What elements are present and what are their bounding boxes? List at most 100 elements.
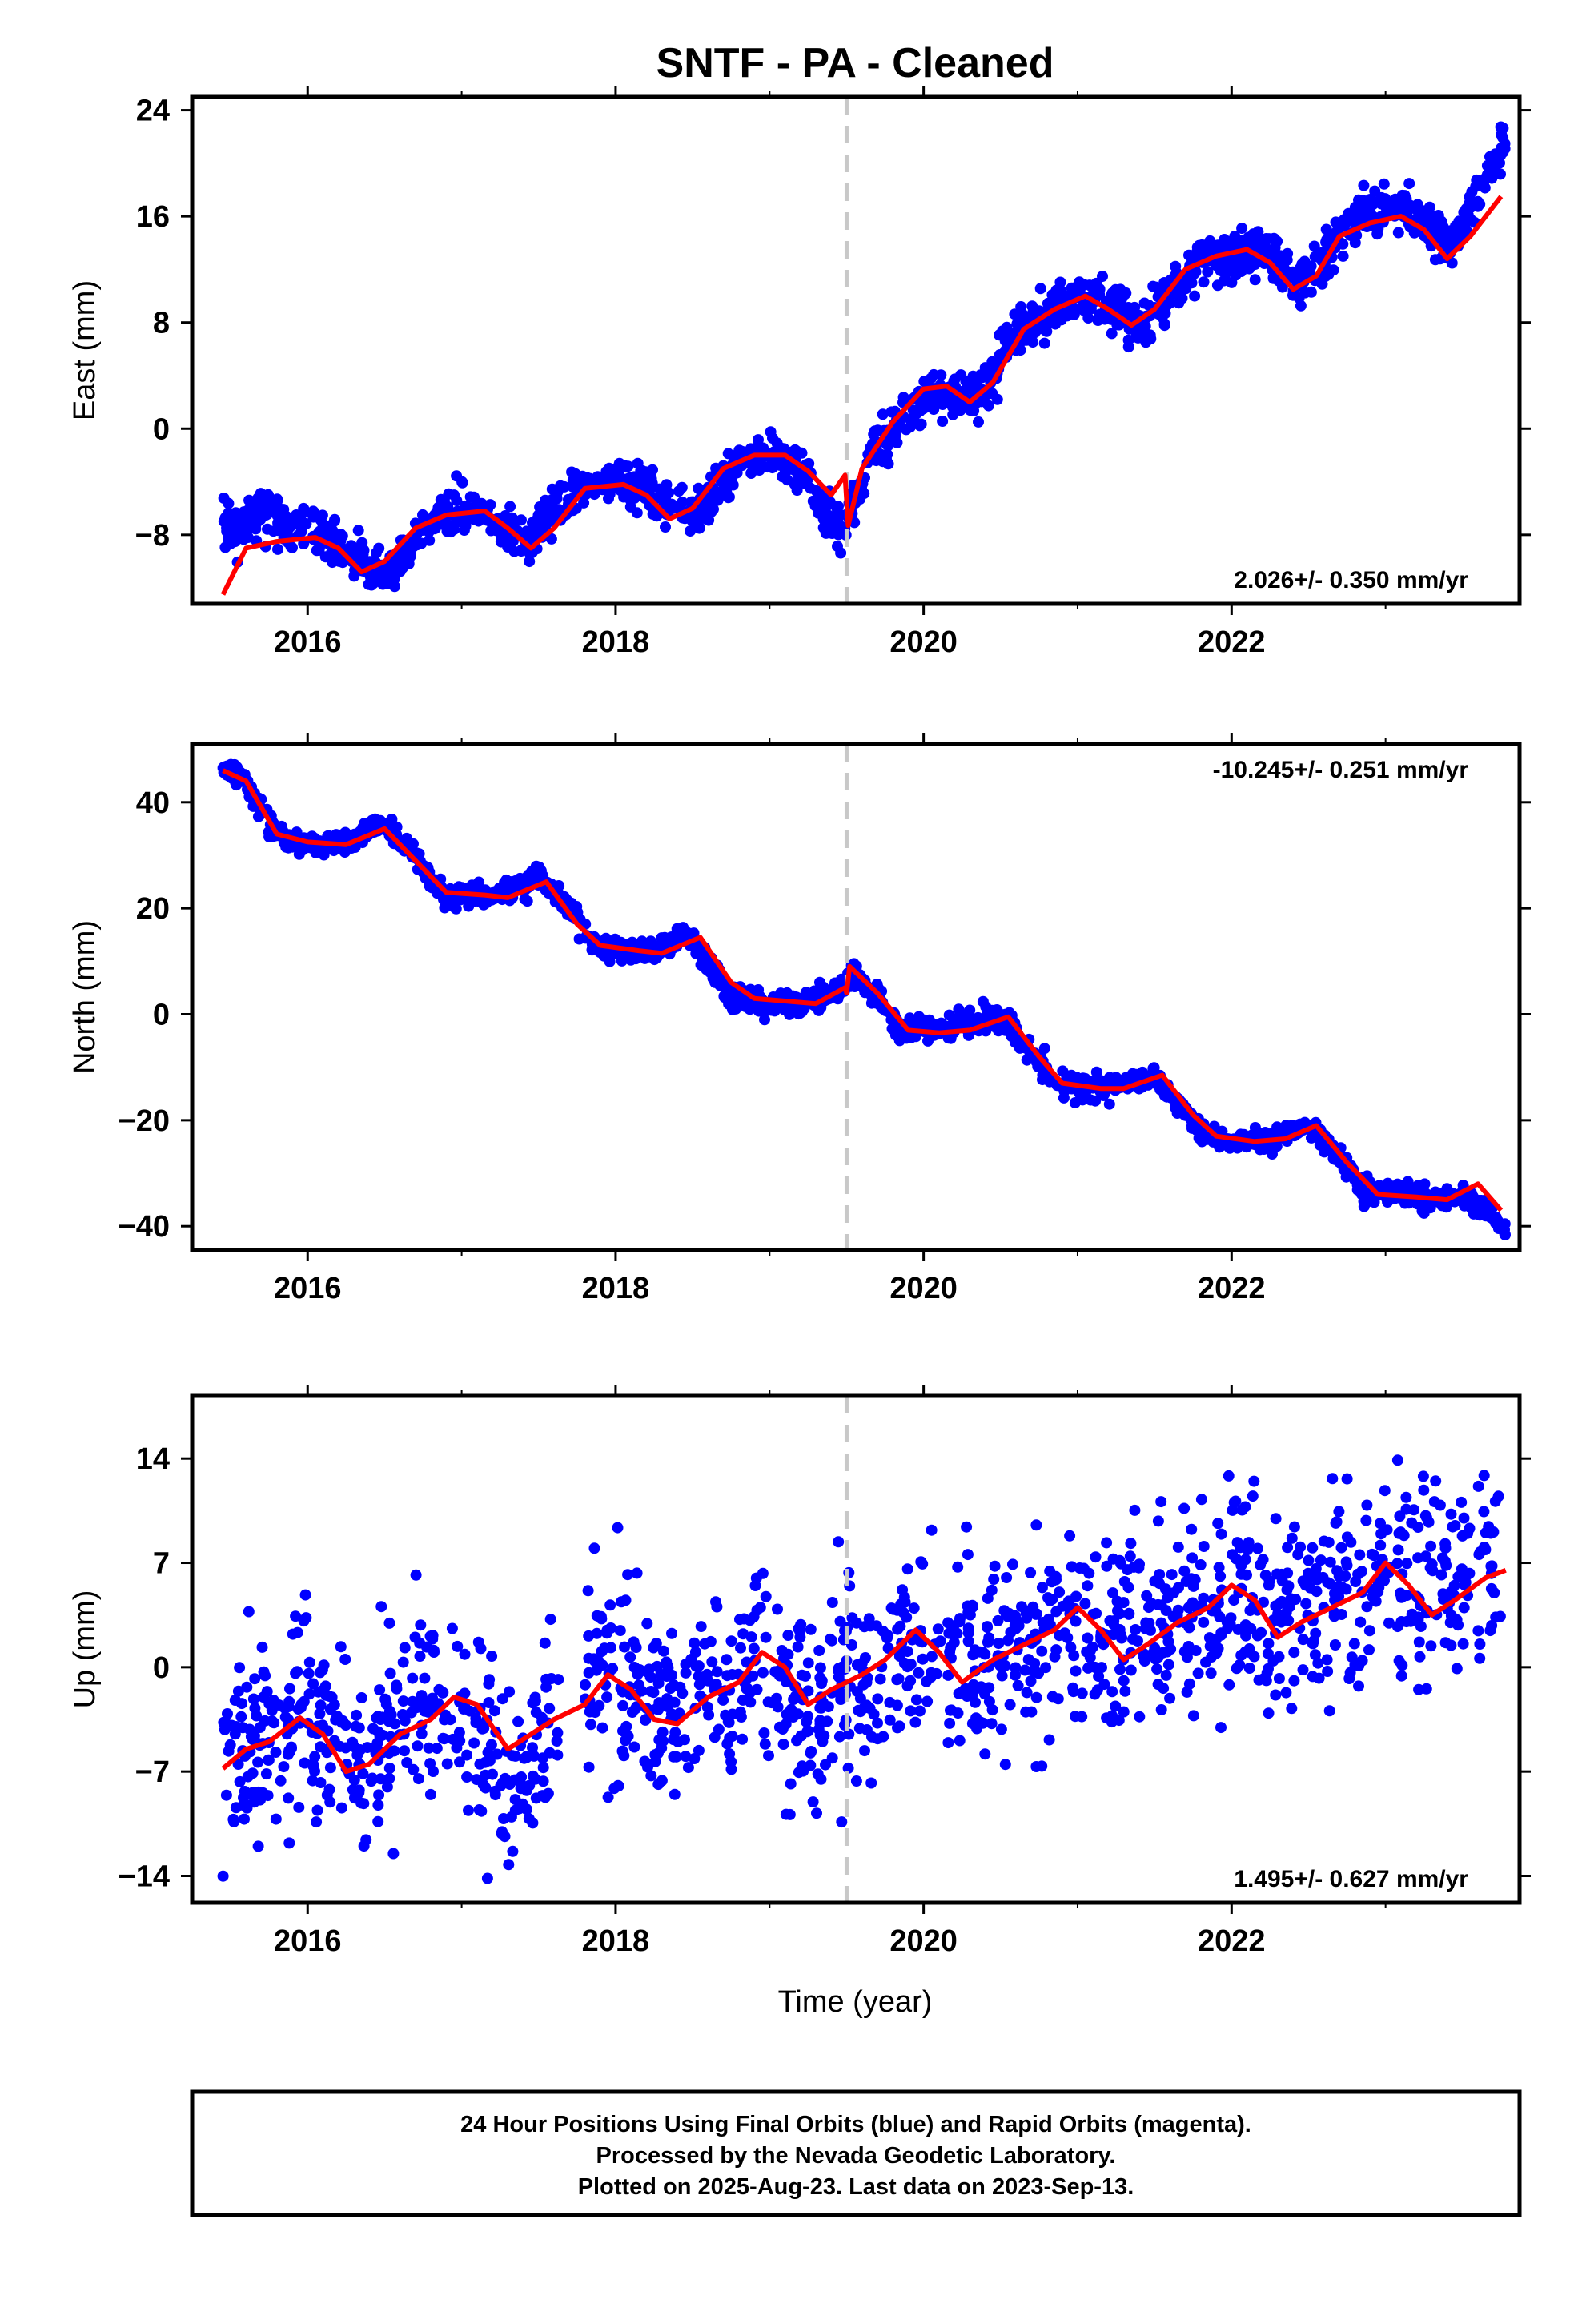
data-point <box>1038 337 1050 349</box>
data-point <box>937 416 949 427</box>
data-point <box>1361 1499 1373 1511</box>
data-point <box>1263 1707 1275 1719</box>
data-point <box>917 403 930 415</box>
model-curve <box>220 195 1504 596</box>
data-point <box>1093 1671 1105 1683</box>
data-point <box>628 1741 640 1753</box>
data-point <box>741 1683 753 1695</box>
data-point <box>1327 1473 1339 1485</box>
data-point <box>1255 1626 1267 1638</box>
data-point <box>777 471 789 483</box>
data-point <box>805 1623 817 1635</box>
data-point <box>529 1695 541 1707</box>
data-point <box>944 1717 956 1729</box>
data-point <box>1079 1598 1091 1610</box>
data-point <box>537 1762 549 1774</box>
data-point <box>910 1694 922 1706</box>
data-point <box>1082 1580 1094 1592</box>
data-point <box>351 1709 363 1721</box>
data-point <box>685 525 696 537</box>
data-point <box>1400 1491 1412 1503</box>
data-point <box>927 1019 939 1031</box>
data-point <box>943 1627 955 1639</box>
y-tick-label: 0 <box>153 999 170 1032</box>
data-point <box>661 1700 673 1712</box>
data-point <box>951 1627 963 1639</box>
data-point <box>1406 1517 1418 1529</box>
x-tick-label: 2022 <box>1198 625 1266 659</box>
data-point <box>1263 1579 1275 1591</box>
data-point <box>275 514 286 525</box>
data-point <box>1383 1617 1395 1629</box>
data-point <box>792 1641 804 1653</box>
data-point <box>1436 1552 1448 1564</box>
data-point <box>991 393 1003 405</box>
data-point <box>266 504 278 516</box>
data-point <box>1337 250 1349 262</box>
data-point <box>438 1733 450 1745</box>
data-point <box>539 1637 551 1649</box>
data-point <box>260 1768 272 1780</box>
data-point <box>1330 216 1342 228</box>
data-point <box>942 1617 954 1629</box>
data-point <box>721 1654 733 1666</box>
data-point <box>1474 1638 1486 1650</box>
data-point <box>223 534 235 546</box>
data-point <box>724 1732 736 1744</box>
data-point <box>588 488 600 500</box>
data-point <box>617 1699 629 1711</box>
data-point <box>1345 1536 1357 1548</box>
data-point <box>1227 1549 1239 1561</box>
data-point <box>693 1679 705 1691</box>
data-point <box>780 1808 792 1820</box>
data-point <box>1189 290 1201 302</box>
data-point <box>1122 1582 1134 1594</box>
data-point <box>735 1711 747 1723</box>
data-point <box>1108 1629 1120 1641</box>
data-point <box>1267 1148 1278 1160</box>
data-point <box>1198 276 1210 288</box>
data-point <box>695 1621 707 1633</box>
data-point <box>1125 1538 1137 1550</box>
data-point <box>1147 280 1159 292</box>
data-point <box>1324 231 1336 243</box>
data-point <box>1339 1570 1351 1582</box>
data-point <box>942 1737 954 1749</box>
data-point <box>813 983 825 995</box>
data-point <box>926 1524 938 1536</box>
data-point <box>656 932 668 944</box>
data-point <box>1086 1641 1098 1653</box>
data-point <box>835 547 847 559</box>
data-point <box>813 497 825 509</box>
data-point <box>453 1727 465 1739</box>
data-point <box>552 1727 564 1739</box>
y-tick-label: 20 <box>136 892 170 926</box>
data-point <box>1105 313 1117 325</box>
data-point <box>1118 1706 1130 1718</box>
data-point <box>1392 1544 1404 1556</box>
data-point <box>1439 1538 1452 1550</box>
data-point <box>284 1683 295 1695</box>
data-point <box>1445 1610 1457 1622</box>
data-point <box>1070 1665 1082 1677</box>
data-point <box>982 400 994 412</box>
data-point <box>484 1755 496 1767</box>
data-point <box>595 1610 607 1622</box>
data-point <box>1485 161 1497 173</box>
data-point <box>737 1733 749 1745</box>
data-point <box>749 462 761 474</box>
data-point <box>1312 1657 1324 1669</box>
data-point <box>1485 1582 1497 1594</box>
x-tick-label: 2018 <box>582 1924 650 1958</box>
data-point <box>850 1775 862 1787</box>
data-point <box>1381 207 1392 219</box>
data-point <box>480 1782 492 1794</box>
y-tick-label: −14 <box>118 1860 170 1893</box>
data-point <box>372 1799 384 1811</box>
data-point <box>316 1664 328 1676</box>
x-tick-label: 2018 <box>582 625 650 659</box>
y-tick-label: −7 <box>135 1755 170 1789</box>
data-point <box>309 1765 320 1777</box>
data-point <box>942 1669 954 1681</box>
